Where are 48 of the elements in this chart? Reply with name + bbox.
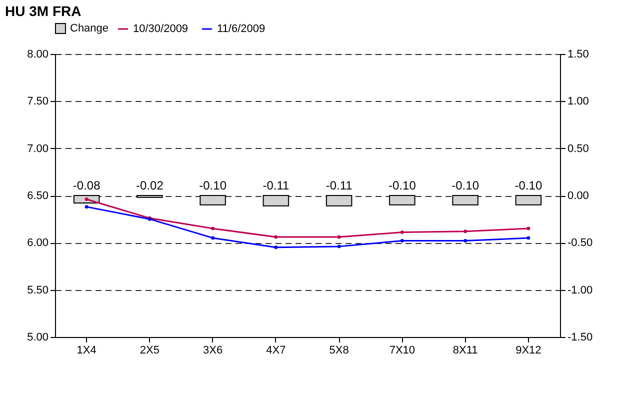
legend-label: 11/6/2009 — [217, 23, 266, 35]
chart-title: HU 3M FRA — [5, 3, 82, 19]
y2-tick-label: 0.00 — [568, 190, 589, 202]
point — [464, 239, 468, 243]
point — [274, 246, 278, 250]
point — [464, 230, 468, 234]
x-tick-label: 4X7 — [266, 344, 286, 356]
x-tick-label: 7X10 — [389, 344, 416, 356]
point — [526, 226, 530, 230]
data-label: -0.11 — [262, 178, 290, 192]
data-label: -0.10 — [388, 178, 416, 192]
data-label: -0.10 — [514, 178, 542, 192]
y-tick-label: 7.00 — [27, 142, 48, 155]
y-tick-label: 6.50 — [27, 190, 48, 202]
y-tick-label: 5.50 — [27, 284, 48, 296]
point — [211, 236, 215, 240]
x-tick-label: 2X5 — [140, 344, 160, 356]
legend-label: 10/30/2009 — [133, 23, 188, 35]
point — [337, 235, 341, 239]
point — [274, 235, 278, 239]
y-tick-label: 8.00 — [27, 48, 48, 60]
point — [400, 239, 404, 243]
y-tick-label: 5.00 — [27, 332, 48, 344]
x-tick-label: 5X8 — [329, 344, 349, 356]
x-tick-label: 3X6 — [203, 344, 223, 356]
y-tick-label: 6.00 — [27, 237, 48, 250]
data-label: -0.10 — [199, 178, 227, 192]
y2-tick-label: -1.00 — [568, 284, 593, 296]
x-tick-label: 8X11 — [452, 344, 478, 356]
data-label: -0.10 — [452, 178, 480, 192]
y2-tick-label: 0.50 — [568, 142, 589, 155]
legend-label: Change — [70, 22, 109, 34]
y-tick-label: 7.50 — [27, 96, 48, 108]
point — [84, 198, 88, 201]
y2-tick-label: 1.00 — [568, 96, 589, 108]
x-tick-label: 1X4 — [76, 344, 96, 356]
point — [211, 226, 215, 230]
y2-tick-label: -1.50 — [568, 332, 593, 344]
y2-tick-label: 1.50 — [568, 48, 589, 60]
data-label: -0.02 — [136, 178, 164, 192]
point — [337, 244, 341, 248]
point — [400, 230, 404, 234]
data-label: -0.08 — [72, 178, 101, 192]
point — [526, 236, 530, 240]
x-tick-label: 9X12 — [516, 344, 542, 356]
point — [84, 205, 88, 209]
y2-tick-label: -0.50 — [568, 237, 593, 250]
data-label: -0.11 — [326, 178, 353, 192]
